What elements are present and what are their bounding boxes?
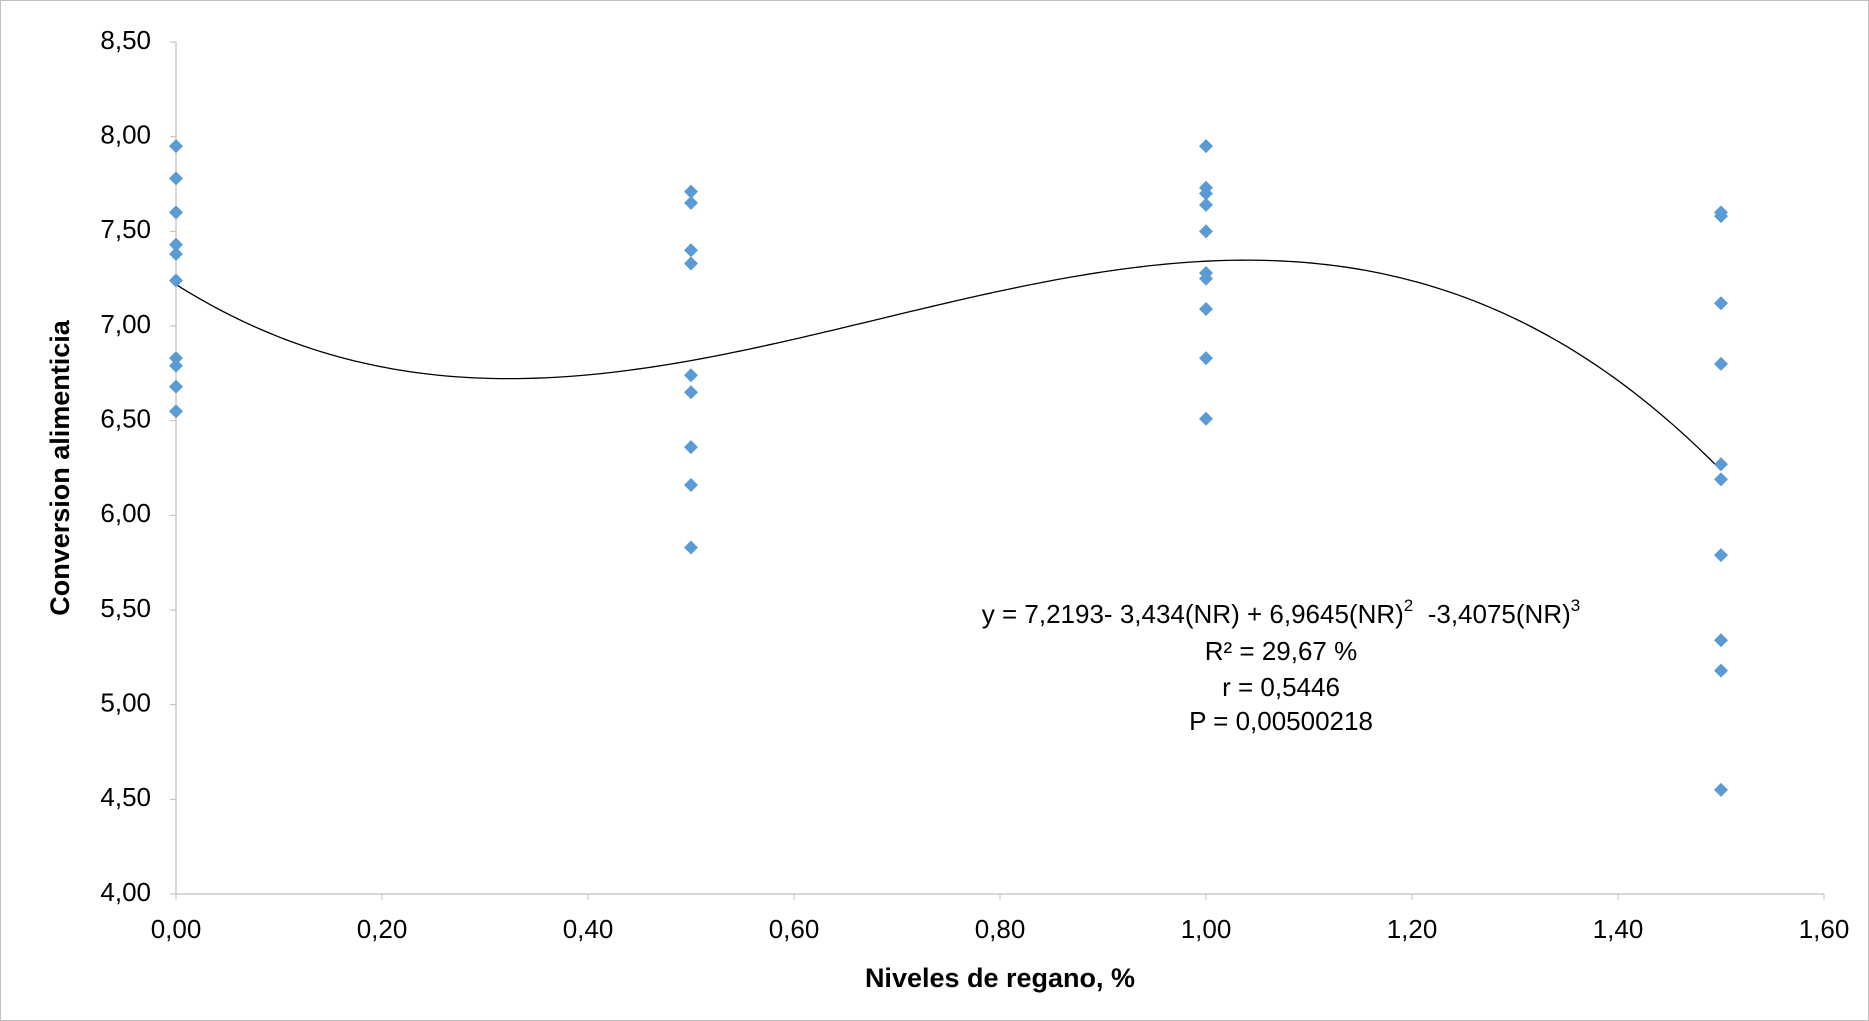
annotation-line: R² = 29,67 % — [1205, 636, 1357, 666]
point — [684, 440, 698, 455]
trendline — [175, 259, 1722, 471]
point — [1714, 296, 1728, 311]
point — [169, 351, 183, 366]
point — [1199, 139, 1213, 154]
point — [169, 139, 183, 154]
x-tick-label: 0,00 — [151, 914, 202, 944]
point — [1199, 271, 1213, 286]
y-tick-label: 5,50 — [100, 593, 151, 623]
x-tick-label: 0,20 — [357, 914, 408, 944]
point — [684, 184, 698, 199]
point — [1199, 186, 1213, 201]
equation-part: -3,4075(NR) — [1413, 599, 1571, 629]
point — [1714, 633, 1728, 648]
x-tick-label: 1,60 — [1799, 914, 1850, 944]
point — [684, 243, 698, 258]
y-tick-label: 7,00 — [100, 309, 151, 339]
point — [684, 478, 698, 493]
point — [169, 205, 183, 220]
point — [169, 247, 183, 262]
x-tick-label: 0,40 — [563, 914, 614, 944]
point — [1199, 301, 1213, 316]
y-tick-label: 8,50 — [100, 25, 151, 55]
y-tick-label: 4,00 — [100, 877, 151, 907]
point — [1714, 472, 1728, 487]
point — [1199, 411, 1213, 426]
point — [684, 256, 698, 271]
x-axis-title: Niveles de regano, % — [865, 963, 1135, 993]
point — [684, 385, 698, 400]
point — [1199, 197, 1213, 212]
y-tick-label: 4,50 — [100, 782, 151, 812]
equation-exponent: 3 — [1571, 596, 1580, 615]
point — [169, 379, 183, 394]
point — [169, 273, 183, 288]
point — [1714, 457, 1728, 472]
point — [169, 237, 183, 252]
point — [1714, 548, 1728, 563]
point — [1199, 224, 1213, 239]
y-tick-label: 5,00 — [100, 688, 151, 718]
point — [684, 368, 698, 383]
point — [169, 171, 183, 186]
x-tick-label: 0,80 — [975, 914, 1026, 944]
point — [684, 540, 698, 555]
y-tick-label: 8,00 — [100, 120, 151, 150]
x-tick-label: 1,00 — [1181, 914, 1232, 944]
x-tick-label: 0,60 — [769, 914, 820, 944]
x-tick-label: 1,40 — [1593, 914, 1644, 944]
annotation-line: r = 0,5446 — [1222, 672, 1340, 702]
point — [1714, 782, 1728, 797]
y-tick-label: 7,50 — [100, 214, 151, 244]
equation-part: y = 7,2193- 3,434(NR) + 6,9645(NR) — [982, 599, 1404, 629]
point — [1714, 356, 1728, 371]
point — [1714, 209, 1728, 224]
point — [1199, 351, 1213, 366]
annotation-line: P = 0,00500218 — [1189, 706, 1373, 736]
point — [684, 195, 698, 210]
y-tick-label: 6,50 — [100, 404, 151, 434]
y-tick-label: 6,00 — [100, 498, 151, 528]
x-tick-label: 1,20 — [1387, 914, 1438, 944]
equation-exponent: 2 — [1404, 596, 1413, 615]
y-axis-title: Conversion alimenticia — [45, 319, 75, 616]
point — [169, 404, 183, 419]
equation: y = 7,2193- 3,434(NR) + 6,9645(NR)2 -3,4… — [982, 596, 1580, 628]
point — [1714, 663, 1728, 678]
point — [169, 358, 183, 373]
